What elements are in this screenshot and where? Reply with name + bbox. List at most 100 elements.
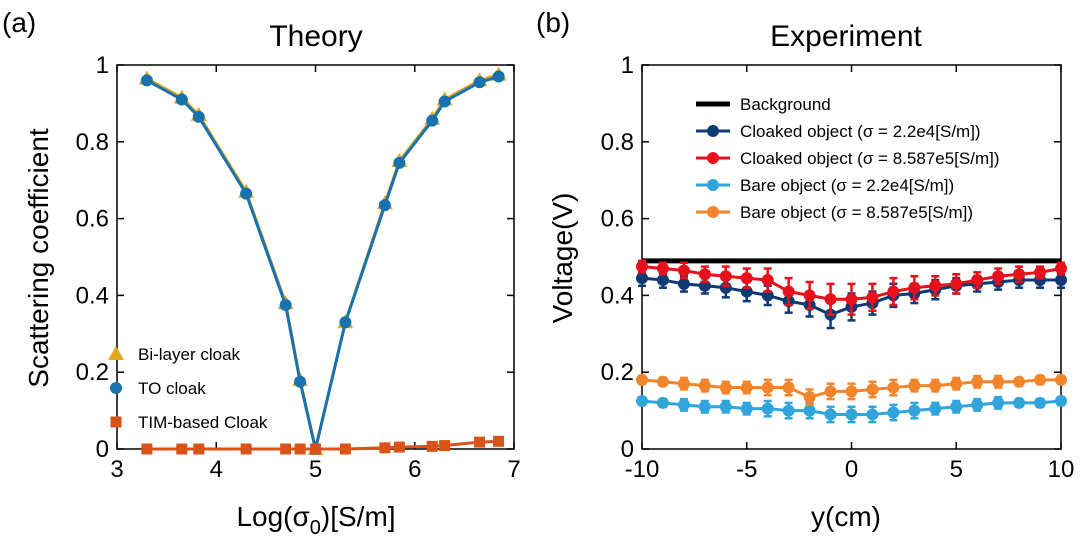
b-xtick-label: 5	[950, 456, 963, 483]
b-data-point	[698, 379, 711, 392]
b-data-point	[1034, 373, 1047, 386]
a-data-point	[474, 436, 486, 448]
a-data-point	[141, 443, 153, 455]
a-ytick-label: 0.8	[76, 129, 109, 156]
a-data-point	[279, 299, 292, 311]
b-data-point	[636, 260, 648, 273]
b-data-point	[803, 289, 816, 302]
b-data-point	[677, 277, 690, 290]
b-data-point	[719, 400, 732, 413]
b-data-point	[782, 285, 795, 298]
a-data-point	[193, 443, 205, 455]
b-data-point	[992, 375, 1005, 388]
b-xtick-label: 10	[1048, 456, 1075, 483]
b-data-point	[636, 272, 648, 285]
b-data-point	[866, 291, 879, 304]
b-data-point	[1013, 268, 1026, 281]
b-data-point	[1013, 396, 1026, 409]
b-legend-entry: Background	[740, 95, 831, 114]
b-series-3	[636, 395, 1067, 424]
a-data-point	[426, 440, 438, 452]
a-legend-marker	[110, 416, 122, 428]
a-data-point	[339, 316, 352, 329]
b-data-point	[803, 391, 816, 404]
b-data-point	[971, 398, 984, 411]
b-data-point	[1034, 266, 1047, 279]
b-data-point	[740, 272, 753, 285]
a-legend-entry: TIM-based Cloak	[138, 413, 268, 432]
b-data-point	[845, 385, 858, 398]
a-data-point	[339, 443, 351, 455]
a-data-point	[426, 114, 439, 127]
panel-a-xlabel: Log(σ0)[S/m]	[236, 501, 395, 539]
b-data-point	[782, 381, 795, 394]
b-data-point	[761, 381, 774, 394]
b-data-point	[992, 396, 1005, 409]
b-data-point	[782, 404, 795, 417]
b-series-2	[636, 259, 1067, 316]
b-legend: Background Cloaked object (σ = 2.2e4[S/m]…	[696, 95, 1000, 222]
b-data-point	[929, 379, 942, 392]
b-data-point	[740, 402, 753, 415]
b-legend-marker	[707, 152, 719, 164]
a-ytick-label: 0.4	[76, 282, 109, 309]
a-ytick-label: 0.2	[76, 359, 109, 386]
panel-a-chart: (a) Theory Scattering coefficient Log(σ0…	[2, 7, 521, 539]
b-data-point	[971, 274, 984, 287]
b-data-point	[929, 279, 942, 292]
b-data-point	[656, 274, 669, 287]
b-legend-entry: Bare object (σ = 2.2e4[S/m])	[740, 176, 954, 195]
b-ytick-label: 0.8	[601, 129, 634, 156]
b-legend-marker	[707, 206, 719, 218]
panel-a-ylabel: Scattering coefficient	[23, 128, 54, 388]
a-data-point	[492, 70, 505, 83]
b-data-point	[887, 381, 900, 394]
a-data-point	[439, 440, 451, 452]
b-ytick-label: 0.2	[601, 359, 634, 386]
b-ytick-label: 0.6	[601, 206, 634, 233]
b-data-point	[824, 385, 837, 398]
a-data-point	[240, 443, 252, 455]
b-ytick-label: 1	[621, 52, 634, 79]
b-data-point	[677, 264, 690, 277]
panel-b-ylabel: Voltage(V)	[547, 193, 578, 324]
b-data-point	[908, 281, 921, 294]
a-data-point	[294, 375, 307, 388]
a-ytick-label: 0	[96, 436, 109, 463]
b-data-point	[698, 400, 711, 413]
b-data-point	[636, 373, 648, 386]
a-data-point	[280, 443, 292, 455]
a-data-point	[310, 443, 321, 455]
a-data-point	[175, 93, 188, 106]
a-data-point	[140, 74, 153, 87]
b-data-point	[761, 274, 774, 287]
b-data-point	[656, 262, 669, 275]
b-data-point	[1055, 274, 1067, 287]
panel-b-title: Experiment	[770, 20, 922, 53]
a-data-point	[176, 443, 188, 455]
b-legend-entry: Cloaked object (σ = 2.2e4[S/m])	[740, 122, 981, 141]
b-ytick-label: 0	[621, 436, 634, 463]
a-data-point	[473, 76, 486, 89]
b-data-point	[656, 396, 669, 409]
panel-b-chart: (b) Experiment Voltage(V) y(cm) -10 -5 0 5 1…	[536, 7, 1074, 532]
b-data-point	[845, 408, 858, 421]
b-xtick-label: -10	[625, 456, 660, 483]
b-data-point	[824, 293, 837, 306]
b-data-point	[1055, 395, 1067, 407]
b-legend-entry: Bare object (σ = 8.587e5[S/m])	[740, 203, 973, 222]
a-legend: Bi-layer cloak TO cloak TIM-based Cloak	[108, 345, 268, 432]
b-ytick-label: 0.4	[601, 282, 634, 309]
b-legend-marker	[707, 125, 719, 137]
a-xtick-label: 5	[309, 456, 322, 483]
b-data-point	[950, 377, 963, 390]
panel-a-xlabel-post: )[S/m]	[321, 501, 396, 532]
b-data-point	[719, 381, 732, 394]
b-data-point	[887, 285, 900, 298]
b-data-point	[1055, 373, 1067, 386]
b-data-point	[636, 395, 648, 407]
b-xtick-label: 0	[845, 456, 858, 483]
b-data-point	[761, 402, 774, 415]
a-data-point	[192, 110, 205, 123]
